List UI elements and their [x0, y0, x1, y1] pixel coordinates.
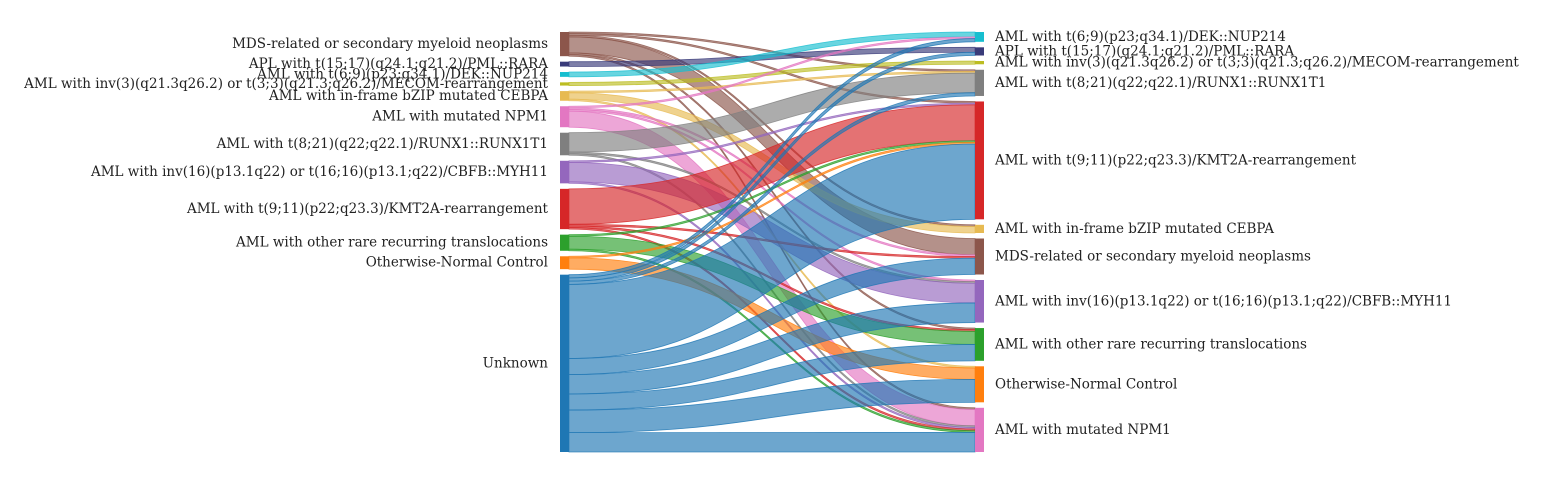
node-labels: MDS-related or secondary myeloid neoplas…: [23, 29, 1519, 438]
target-node-kmt2a: [975, 101, 984, 220]
source-node-apl: [560, 61, 569, 67]
target-label-npm1: AML with mutated NPM1: [994, 422, 1171, 438]
source-label-normal: Otherwise-Normal Control: [366, 255, 548, 271]
source-label-mds: MDS-related or secondary myeloid neoplas…: [232, 36, 548, 52]
source-label-dek: AML with t(6;9)(p23;q34.1)/DEK::NUP214: [256, 66, 548, 82]
target-node-cbfb: [975, 280, 984, 323]
target-node-runx1: [975, 69, 984, 96]
flow-unknown-to-apl: [568, 51, 976, 282]
source-label-cbfb: AML with inv(16)(p13.1q22) or t(16;16)(p…: [90, 164, 548, 180]
source-node-mecom: [560, 82, 569, 86]
source-node-kmt2a: [560, 188, 569, 230]
target-label-runx1: AML with t(8;21)(q22;q22.1)/RUNX1::RUNX1…: [994, 75, 1326, 91]
source-node-mds: [560, 32, 569, 57]
target-node-mecom: [975, 61, 984, 65]
flow-unknown-to-runx1: [568, 92, 976, 285]
source-node-runx1: [560, 132, 569, 156]
source-label-apl: APL with t(15;17)(q24.1;q21.2)/PML::RARA: [248, 56, 548, 72]
source-node-cbfb: [560, 160, 569, 184]
target-node-normal: [975, 366, 984, 403]
flow-links: [568, 31, 976, 453]
nodes: [560, 32, 984, 452]
flow-unknown-to-cbfb: [568, 302, 976, 395]
target-label-mecom: AML with inv(3)(q21.3q26.2) or t(3;3)(q2…: [994, 55, 1519, 71]
source-label-mecom: AML with inv(3)(q21.3q26.2) or t(3;3)(q2…: [23, 76, 548, 92]
target-node-dek: [975, 32, 984, 42]
flow-unknown-to-mds: [568, 257, 976, 376]
source-node-npm1: [560, 106, 569, 128]
source-node-dek: [560, 72, 569, 77]
target-label-dek: AML with t(6;9)(p23;q34.1)/DEK::NUP214: [994, 29, 1286, 45]
source-node-rare: [560, 234, 569, 251]
target-node-mds: [975, 238, 984, 275]
target-label-kmt2a: AML with t(9;11)(p22;q23.3)/KMT2A-rearra…: [994, 152, 1357, 168]
target-node-apl: [975, 47, 984, 56]
source-label-runx1: AML with t(8;21)(q22;q22.1)/RUNX1::RUNX1…: [216, 136, 548, 152]
source-node-normal: [560, 256, 569, 270]
target-node-rare: [975, 328, 984, 361]
target-node-npm1: [975, 407, 984, 452]
source-label-unknown: Unknown: [483, 355, 549, 371]
source-node-unknown: [560, 274, 569, 452]
target-label-cbfb: AML with inv(16)(p13.1q22) or t(16;16)(p…: [994, 293, 1452, 309]
target-label-normal: Otherwise-Normal Control: [995, 376, 1177, 392]
target-label-rare: AML with other rare recurring translocat…: [994, 336, 1307, 352]
source-label-cebpa: AML with in-frame bZIP mutated CEBPA: [268, 88, 548, 104]
source-label-rare: AML with other rare recurring translocat…: [235, 235, 548, 251]
target-label-mds: MDS-related or secondary myeloid neoplas…: [995, 249, 1311, 265]
flow-unknown-to-npm1: [568, 431, 976, 453]
source-label-npm1: AML with mutated NPM1: [371, 109, 548, 125]
source-label-kmt2a: AML with t(9;11)(p22;q23.3)/KMT2A-rearra…: [186, 201, 549, 217]
flow-unknown-to-kmt2a: [568, 143, 976, 359]
target-label-apl: APL with t(15;17)(q24.1;q21.2)/PML::RARA: [994, 43, 1294, 59]
target-label-cebpa: AML with in-frame bZIP mutated CEBPA: [994, 221, 1274, 237]
source-node-cebpa: [560, 91, 569, 101]
target-node-cebpa: [975, 224, 984, 233]
